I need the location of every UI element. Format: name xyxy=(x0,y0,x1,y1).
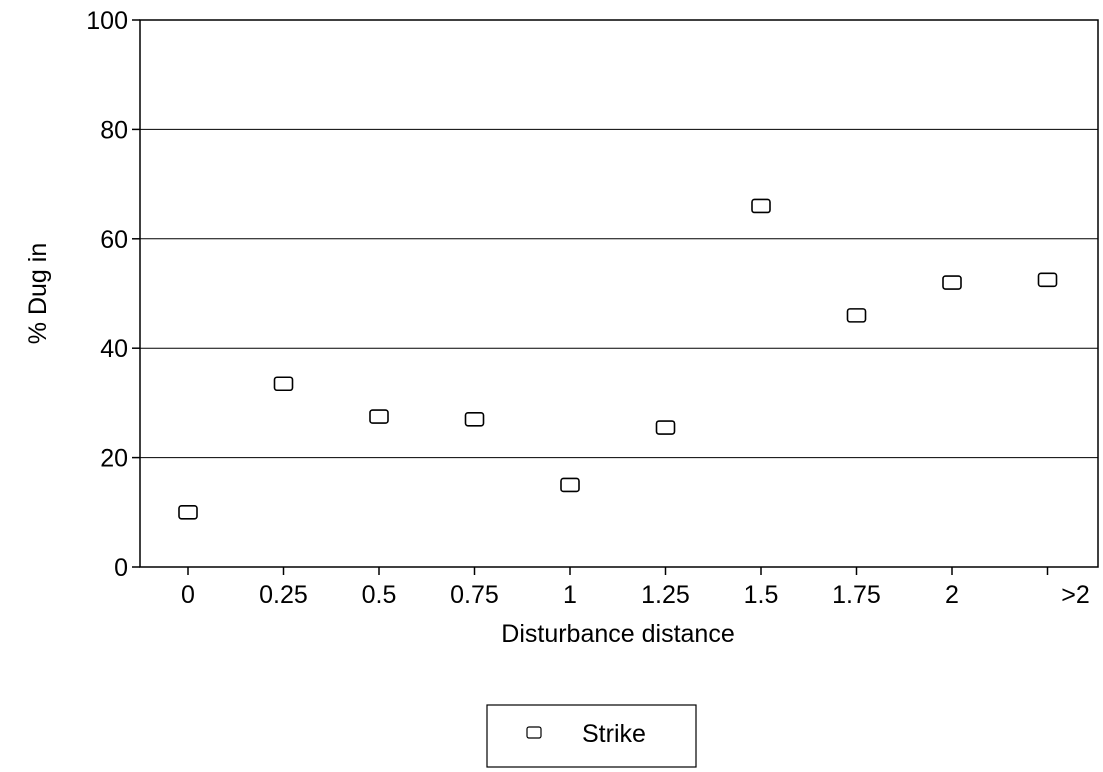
x-axis-ticks: 0 0.25 0.5 0.75 1 1.25 1.5 1.75 2 >2 xyxy=(181,567,1090,609)
plot-frame xyxy=(139,19,1099,568)
x-tick-label: 0.5 xyxy=(362,581,397,609)
x-tick-label: 2 xyxy=(945,581,959,609)
y-tick-label: 20 xyxy=(100,445,128,473)
x-tick-label: 1.25 xyxy=(641,581,690,609)
y-tick-label: 60 xyxy=(100,226,128,254)
data-point xyxy=(846,308,867,323)
data-point xyxy=(942,275,962,290)
data-point xyxy=(464,412,485,427)
data-point xyxy=(178,504,198,520)
y-tick-label: 0 xyxy=(114,554,128,582)
legend-box xyxy=(486,704,697,768)
x-axis-title: Disturbance distance xyxy=(501,620,734,648)
x-tick-label: 0.25 xyxy=(259,581,308,609)
data-point xyxy=(751,198,771,214)
plot-area: 0 20 40 60 80 100 0 0.25 0.5 0.75 1 1.25 1.5 1.75 2 >2 xyxy=(86,7,1099,609)
data-point xyxy=(369,409,389,424)
data-point xyxy=(560,477,580,493)
gridlines xyxy=(140,128,1098,459)
y-tick-label: 40 xyxy=(100,335,128,363)
data-point xyxy=(273,376,294,392)
data-point xyxy=(655,420,676,435)
y-tick-label: 80 xyxy=(100,116,128,144)
x-tick-label: 0 xyxy=(181,581,195,609)
x-tick-label: 1.5 xyxy=(744,581,779,609)
y-tick-label: 100 xyxy=(86,7,128,35)
legend-label-strike: Strike xyxy=(582,720,646,748)
x-tick-label: 1.75 xyxy=(832,581,881,609)
y-axis-ticks: 0 20 40 60 80 100 xyxy=(86,7,140,582)
x-tick-label: >2 xyxy=(1061,581,1090,609)
x-tick-label: 1 xyxy=(563,581,577,609)
x-tick-label: 0.75 xyxy=(450,581,499,609)
y-axis-title: % Dug in xyxy=(24,243,52,344)
legend-marker-open-square xyxy=(526,726,542,739)
data-point xyxy=(1037,272,1058,288)
data-points xyxy=(178,198,1058,520)
legend: Strike xyxy=(486,704,697,768)
